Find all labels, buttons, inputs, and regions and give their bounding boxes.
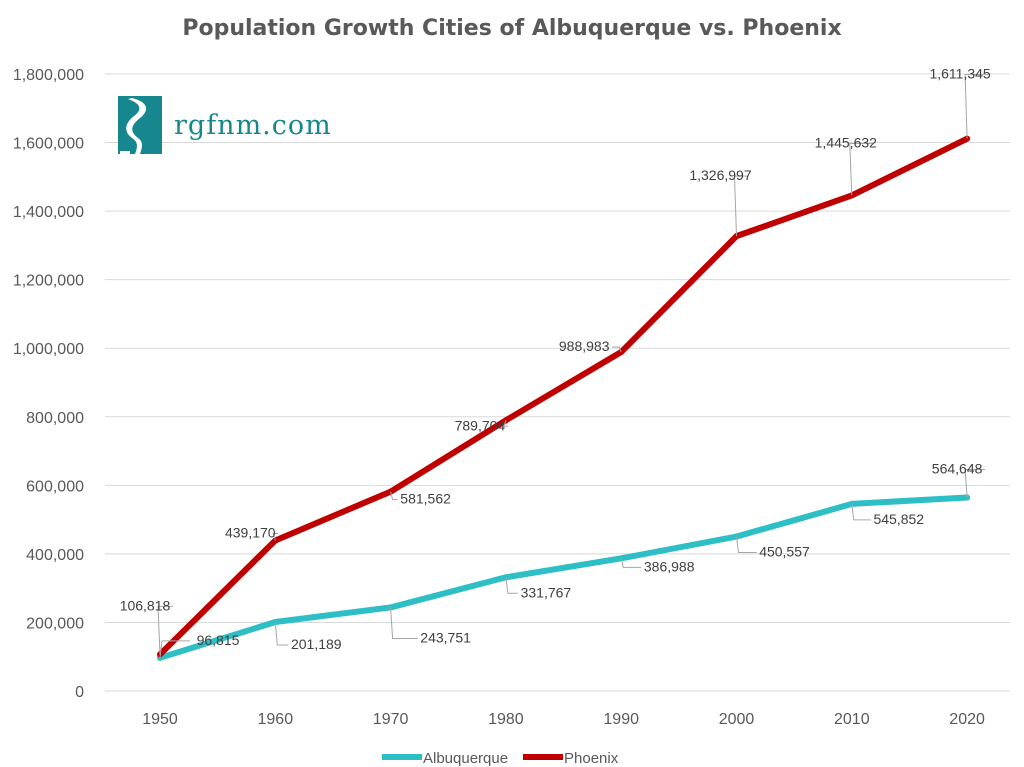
leader-line <box>390 491 398 501</box>
leader-line <box>612 346 622 353</box>
leader-line <box>736 536 757 554</box>
data-label: 201,189 <box>291 636 342 652</box>
series-line-phoenix <box>157 135 971 658</box>
data-label: 988,983 <box>559 338 610 354</box>
data-label: 1,611,345 <box>929 66 990 82</box>
logo-text: rgfnm.com <box>174 109 332 141</box>
x-tick-label: 2000 <box>719 711 755 728</box>
leader-line <box>503 420 508 427</box>
series-line-albuquerque <box>157 494 971 661</box>
data-label: 1,326,997 <box>689 167 751 183</box>
x-tick-label: 1960 <box>258 711 294 728</box>
y-tick-label: 600,000 <box>26 478 84 495</box>
data-label: 564,648 <box>932 460 983 476</box>
x-tick-label: 2010 <box>834 711 870 728</box>
new-mexico-river-logo-icon <box>118 96 162 154</box>
data-label: 789,704 <box>455 417 506 433</box>
leader-line <box>274 621 289 646</box>
x-tick-label: 2020 <box>949 711 985 728</box>
chart-title: Population Growth Cities of Albuquerque … <box>182 16 841 41</box>
leader-line <box>272 532 279 541</box>
legend-label: Phoenix <box>564 750 619 767</box>
data-label: 331,767 <box>521 584 572 600</box>
x-tick-label: 1990 <box>603 711 639 728</box>
leader-line <box>157 605 173 655</box>
x-tick-label: 1970 <box>373 711 409 728</box>
data-label: 450,557 <box>759 544 810 560</box>
leader-line <box>505 577 518 594</box>
y-tick-label: 1,600,000 <box>13 136 84 153</box>
x-tick-label: 1980 <box>488 711 524 728</box>
data-label: 439,170 <box>225 524 276 540</box>
data-label: 96,815 <box>197 632 240 648</box>
leader-line <box>964 74 989 139</box>
leader-line <box>964 468 986 498</box>
logo: rgfnm.com <box>118 96 332 154</box>
leader-line <box>159 640 190 658</box>
data-label: 581,562 <box>400 491 451 507</box>
y-tick-label: 1,200,000 <box>13 273 84 290</box>
data-label: 386,988 <box>644 558 695 574</box>
y-tick-label: 1,000,000 <box>13 341 84 358</box>
y-tick-label: 400,000 <box>26 547 84 564</box>
data-label: 545,852 <box>873 511 924 527</box>
y-tick-label: 0 <box>75 684 84 701</box>
data-label: 1,445,632 <box>815 134 877 150</box>
leader-line <box>851 503 871 521</box>
y-tick-label: 200,000 <box>26 615 84 632</box>
x-tick-label: 1950 <box>142 711 178 728</box>
legend-label: Albuquerque <box>423 750 508 767</box>
data-label: 106,818 <box>120 597 171 613</box>
data-label: 243,751 <box>420 629 471 645</box>
leader-line <box>849 142 874 196</box>
leader-line <box>390 607 418 639</box>
leader-line <box>733 175 749 237</box>
leader-line <box>620 558 642 568</box>
y-tick-label: 1,800,000 <box>13 67 84 84</box>
y-tick-label: 800,000 <box>26 410 84 427</box>
y-tick-label: 1,400,000 <box>13 204 84 221</box>
